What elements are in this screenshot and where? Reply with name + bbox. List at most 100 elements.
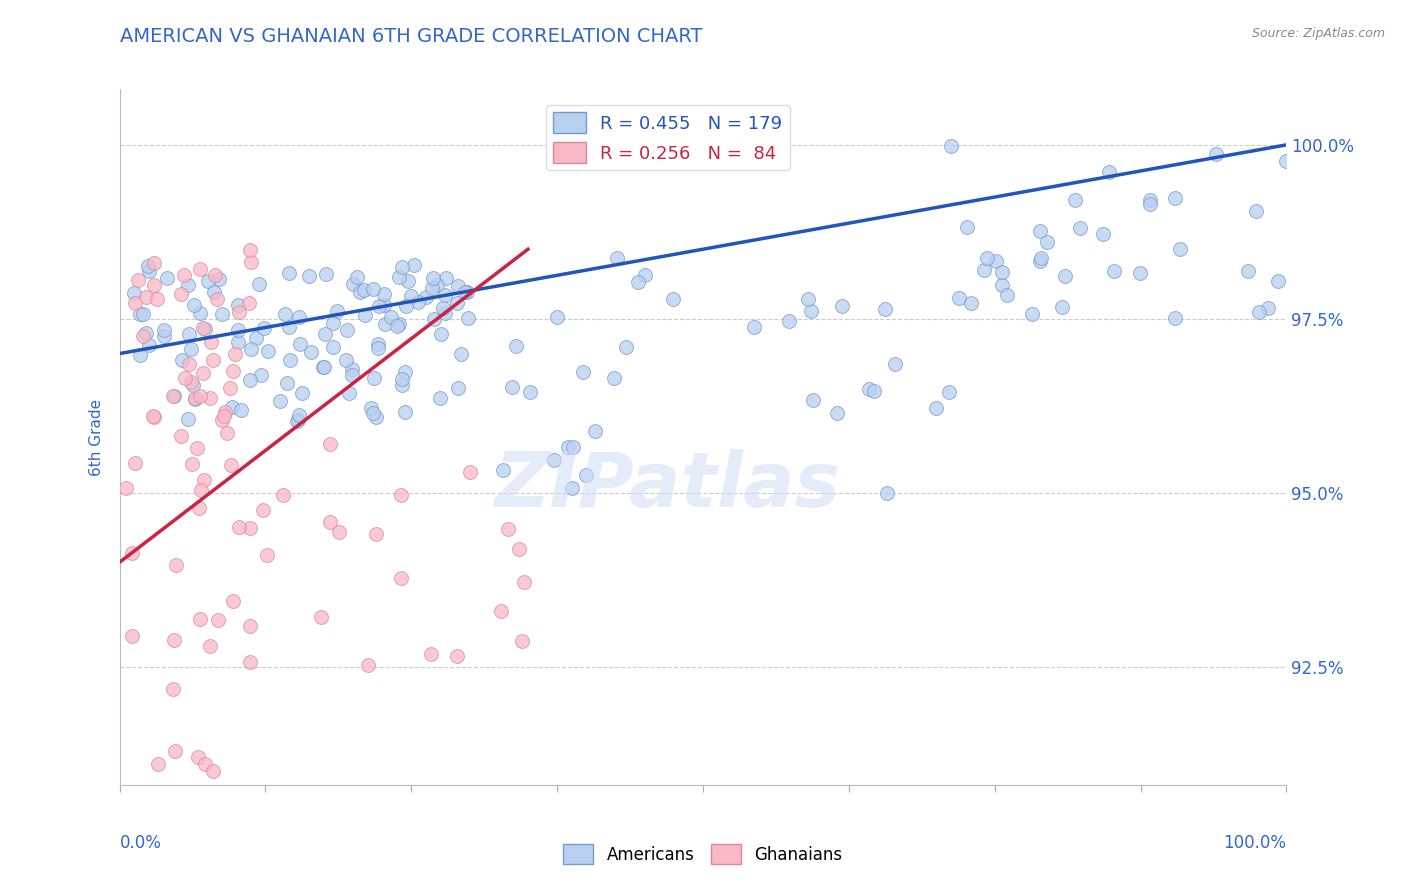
Point <box>205 292 228 306</box>
Point <box>231 403 253 417</box>
Point <box>1139 196 1161 211</box>
Point <box>422 271 444 285</box>
Point <box>194 756 217 771</box>
Point <box>315 267 337 281</box>
Point <box>583 424 606 438</box>
Point <box>337 386 360 401</box>
Point <box>177 411 200 425</box>
Point <box>361 281 384 295</box>
Point <box>124 456 146 470</box>
Point <box>408 295 430 310</box>
Point <box>557 440 579 454</box>
Point <box>1091 227 1114 242</box>
Point <box>180 457 202 471</box>
Point <box>250 368 273 383</box>
Point <box>496 522 519 536</box>
Point <box>396 274 419 288</box>
Point <box>180 375 202 389</box>
Point <box>546 310 568 324</box>
Point <box>374 317 396 331</box>
Point <box>353 308 375 322</box>
Point <box>146 292 169 306</box>
Point <box>188 612 211 626</box>
Point <box>183 298 205 312</box>
Point <box>744 319 766 334</box>
Point <box>1050 300 1073 314</box>
Point <box>973 262 995 277</box>
Point <box>342 277 364 291</box>
Point <box>1036 235 1059 250</box>
Text: Source: ZipAtlas.com: Source: ZipAtlas.com <box>1251 27 1385 40</box>
Point <box>873 302 896 317</box>
Point <box>446 296 468 310</box>
Point <box>188 500 211 515</box>
Point <box>299 345 322 359</box>
Point <box>162 389 184 403</box>
Point <box>184 392 207 407</box>
Point <box>180 342 202 356</box>
Point <box>322 340 344 354</box>
Point <box>143 277 166 292</box>
Point <box>346 270 368 285</box>
Point <box>984 253 1007 268</box>
Point <box>132 307 155 321</box>
Point <box>222 363 245 377</box>
Point <box>492 463 515 477</box>
Point <box>450 346 472 360</box>
Point <box>446 382 468 396</box>
Legend: Americans, Ghanaians: Americans, Ghanaians <box>557 838 849 871</box>
Point <box>342 362 364 376</box>
Point <box>1098 165 1121 179</box>
Point <box>1029 254 1052 268</box>
Point <box>380 310 402 324</box>
Point <box>328 525 350 540</box>
Point <box>939 139 962 153</box>
Point <box>797 292 820 306</box>
Point <box>153 323 176 337</box>
Point <box>278 352 301 367</box>
Point <box>183 377 205 392</box>
Point <box>191 366 214 380</box>
Point <box>221 594 243 608</box>
Point <box>1028 224 1050 238</box>
Point <box>228 304 250 318</box>
Text: 100.0%: 100.0% <box>1223 834 1286 852</box>
Point <box>245 331 267 345</box>
Point <box>1102 264 1125 278</box>
Point <box>278 320 301 334</box>
Point <box>121 546 143 560</box>
Point <box>1205 147 1227 161</box>
Point <box>202 352 225 367</box>
Point <box>177 327 200 342</box>
Point <box>188 262 211 277</box>
Point <box>217 426 239 441</box>
Point <box>271 488 294 502</box>
Point <box>388 317 411 331</box>
Point <box>991 277 1014 292</box>
Point <box>173 268 195 282</box>
Point <box>187 750 209 764</box>
Point <box>186 441 208 455</box>
Point <box>285 414 308 428</box>
Point <box>634 268 657 283</box>
Y-axis label: 6th Grade: 6th Grade <box>89 399 104 475</box>
Point <box>627 275 650 289</box>
Point <box>211 413 233 427</box>
Point <box>198 391 221 405</box>
Point <box>456 285 478 300</box>
Point <box>177 277 200 292</box>
Point <box>389 488 412 502</box>
Point <box>163 389 186 403</box>
Point <box>198 639 221 653</box>
Point <box>501 380 523 394</box>
Point <box>543 453 565 467</box>
Point <box>395 300 418 314</box>
Point <box>519 384 541 399</box>
Point <box>239 655 262 669</box>
Point <box>226 323 249 337</box>
Point <box>454 285 477 299</box>
Point <box>1129 267 1152 281</box>
Point <box>138 337 160 351</box>
Point <box>143 255 166 269</box>
Point <box>430 327 453 342</box>
